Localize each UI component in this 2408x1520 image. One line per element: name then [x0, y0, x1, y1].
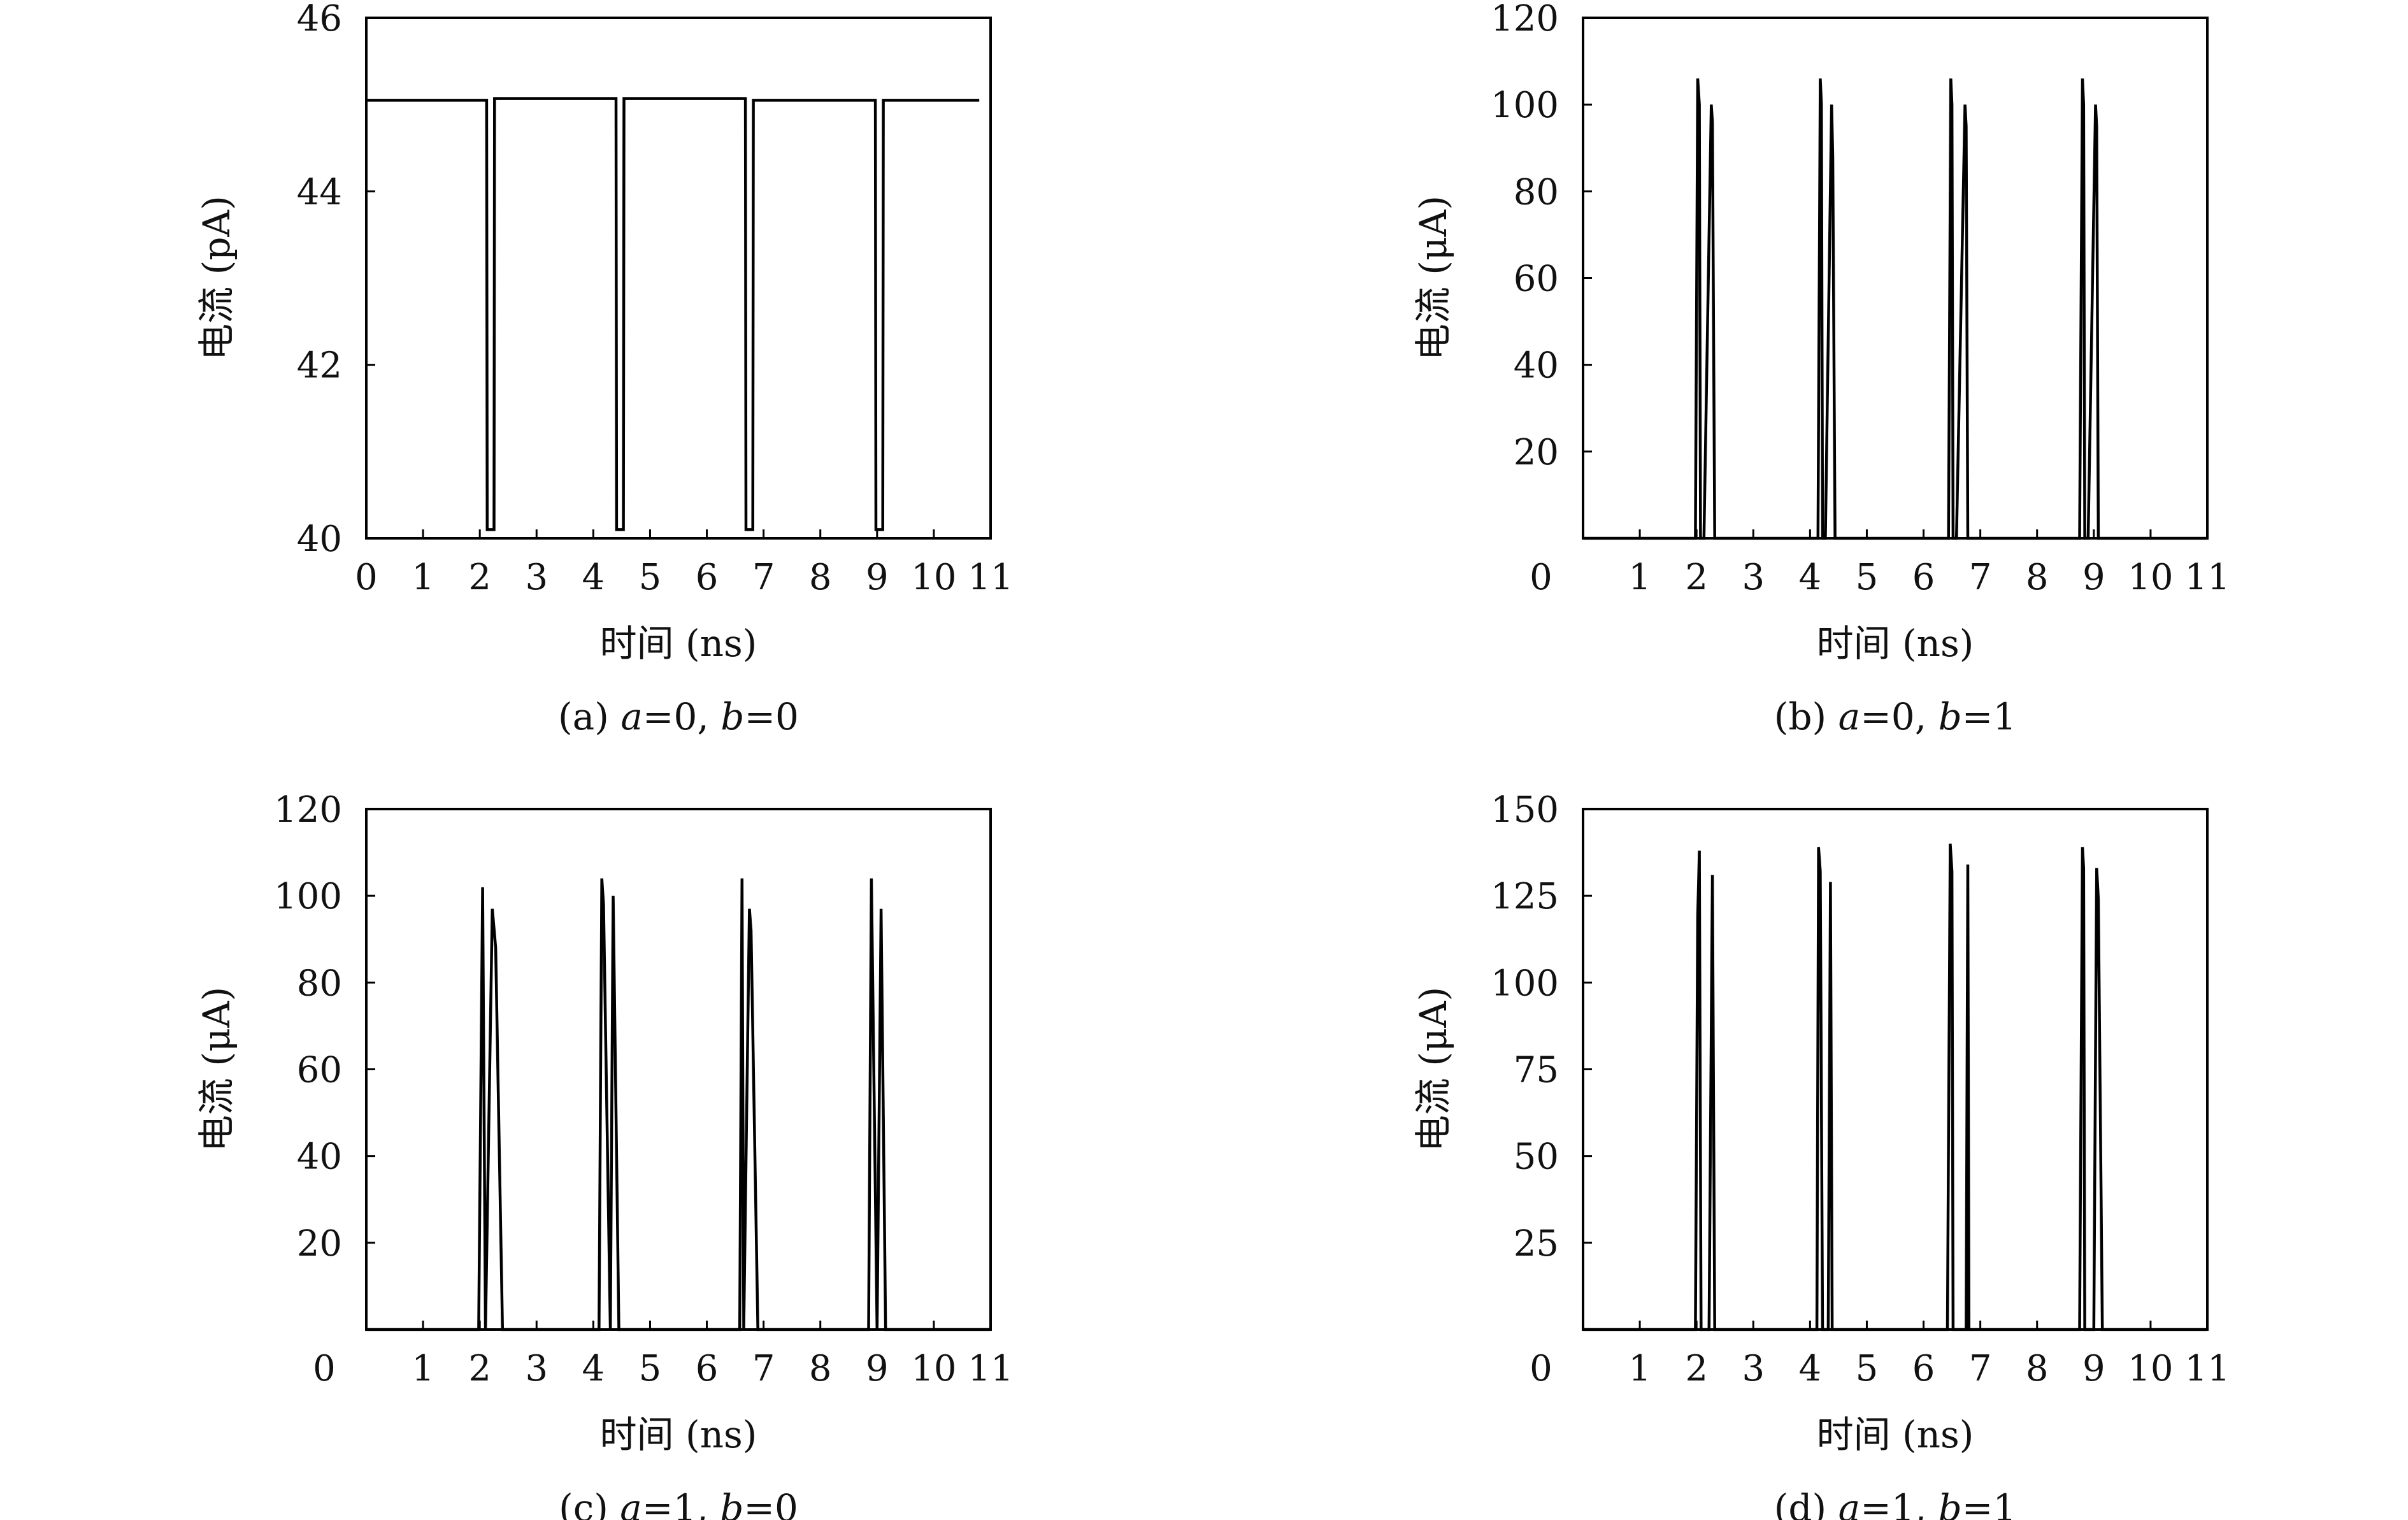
series-line-b-0: [1583, 78, 2207, 540]
x-tick-label: 3: [525, 557, 548, 598]
x-tick-label: 2: [1685, 1348, 1708, 1389]
x-tick-label: 10: [911, 1348, 956, 1389]
x-tick-label: 10: [2128, 1348, 2173, 1389]
y-tick-label: 50: [1514, 1136, 1559, 1178]
y-tick-label: 120: [274, 789, 342, 831]
y-tick-label: 20: [1514, 432, 1559, 473]
x-tick-label: 0: [355, 557, 378, 598]
y-tick-label: 60: [1514, 259, 1559, 300]
x-tick-label: 4: [1799, 557, 1822, 598]
x-tick-label: 0: [1530, 557, 1552, 598]
x-tick-label: 7: [752, 557, 775, 598]
caption-b: (b) a=0, b=1: [1774, 695, 2016, 738]
x-tick-label: 5: [1856, 1348, 1879, 1389]
y-axis-label: 电流 (pA): [195, 196, 238, 361]
y-axis-label: 电流 (μA): [195, 987, 238, 1152]
y-tick-label: 42: [297, 345, 342, 387]
x-axis-label: 时间 (ns): [600, 1413, 757, 1456]
y-tick-label: 150: [1491, 789, 1559, 831]
x-tick-label: 9: [2082, 557, 2105, 598]
x-tick-label: 9: [866, 557, 889, 598]
chart-panel-c: 0 1 2 3 4 5 6 7 8 9 10 11 20 40 60 80 100 120 时间 (ns) 电流 (μ…: [195, 789, 1014, 1520]
y-tick-label: 40: [297, 1136, 342, 1178]
x-tick-label: 2: [468, 557, 491, 598]
x-tick-label: 6: [1912, 557, 1935, 598]
x-tick-label: 8: [809, 557, 832, 598]
chart-panel-a: 0 1 2 3 4 5 6 7 8 9 10 11 40 42 44 46 时间 (ns) 电流 (pA) (a) …: [195, 0, 1014, 738]
plot-frame: [1582, 808, 2209, 1331]
plot-frame: [365, 17, 992, 540]
x-tick-label: 8: [2026, 557, 2049, 598]
x-tick-label: 7: [1969, 1348, 1992, 1389]
y-tick-label: 46: [297, 0, 342, 39]
caption-c: (c) a=1, b=0: [559, 1486, 798, 1520]
x-tick-label: 6: [1912, 1348, 1935, 1389]
x-tick-label: 11: [968, 1348, 1013, 1389]
y-axis-label: 电流 (μA): [1412, 987, 1455, 1152]
x-tick-label: 5: [639, 557, 662, 598]
x-tick-label: 5: [1856, 557, 1879, 598]
y-tick-label: 20: [297, 1223, 342, 1265]
x-tick-label: 2: [1685, 557, 1708, 598]
x-tick-label: 4: [582, 557, 605, 598]
y-tick-label: 25: [1514, 1223, 1559, 1265]
x-tick-label: 1: [412, 557, 434, 598]
x-tick-label: 3: [525, 1348, 548, 1389]
y-tick-label: 40: [1514, 345, 1559, 387]
y-tick-label: 100: [1491, 85, 1559, 126]
x-tick-label: 3: [1742, 557, 1765, 598]
x-axis-label: 时间 (ns): [1817, 622, 1974, 665]
x-tick-label: 5: [639, 1348, 662, 1389]
series-line-a-0: [366, 97, 980, 531]
x-tick-label: 10: [911, 557, 956, 598]
x-tick-label: 7: [752, 1348, 775, 1389]
x-tick-label: 6: [696, 557, 719, 598]
caption-a: (a) a=0, b=0: [558, 695, 799, 738]
y-tick-label: 75: [1514, 1050, 1559, 1091]
chart-panel-d: 0 1 2 3 4 5 6 7 8 9 10 11 25 50 75 100 125 150 时间 (ns) 电流 (…: [1412, 789, 2230, 1520]
series-line-c-0: [366, 878, 991, 1331]
x-tick-label: 1: [1628, 557, 1651, 598]
y-tick-label: 60: [297, 1050, 342, 1091]
y-tick-label: 44: [297, 171, 342, 213]
y-tick-label: 40: [297, 519, 342, 560]
x-tick-label: 4: [582, 1348, 605, 1389]
x-tick-label: 10: [2128, 557, 2173, 598]
x-tick-label: 0: [1530, 1348, 1552, 1389]
x-tick-label: 7: [1969, 557, 1992, 598]
x-tick-label: 0: [313, 1348, 336, 1389]
x-tick-label: 2: [468, 1348, 491, 1389]
plot-frame: [1582, 17, 2209, 540]
x-tick-label: 9: [866, 1348, 889, 1389]
caption-d: (d) a=1, b=1: [1774, 1486, 2016, 1520]
x-tick-label: 11: [2184, 1348, 2230, 1389]
x-tick-label: 1: [1628, 1348, 1651, 1389]
x-tick-label: 11: [968, 557, 1013, 598]
x-tick-label: 8: [809, 1348, 832, 1389]
x-axis-label: 时间 (ns): [1817, 1413, 1974, 1456]
x-tick-label: 1: [412, 1348, 434, 1389]
x-tick-label: 9: [2082, 1348, 2105, 1389]
y-tick-label: 120: [1491, 0, 1559, 39]
x-axis-label: 时间 (ns): [600, 622, 757, 665]
chart-panel-b: 0 1 2 3 4 5 6 7 8 9 10 11 20 40 60 80 100 120 时间 (ns) 电流 (μ…: [1412, 0, 2230, 738]
x-tick-label: 3: [1742, 1348, 1765, 1389]
series-line-d-0: [1583, 843, 2207, 1331]
y-tick-label: 100: [274, 876, 342, 917]
x-tick-label: 11: [2184, 557, 2230, 598]
y-tick-label: 80: [1514, 171, 1559, 213]
y-tick-label: 100: [1491, 963, 1559, 1004]
x-tick-label: 4: [1799, 1348, 1822, 1389]
plot-frame: [365, 808, 992, 1331]
y-axis-label: 电流 (μA): [1412, 196, 1455, 361]
y-tick-label: 125: [1491, 876, 1559, 917]
y-tick-label: 80: [297, 963, 342, 1004]
x-tick-label: 8: [2026, 1348, 2049, 1389]
x-tick-label: 6: [696, 1348, 719, 1389]
